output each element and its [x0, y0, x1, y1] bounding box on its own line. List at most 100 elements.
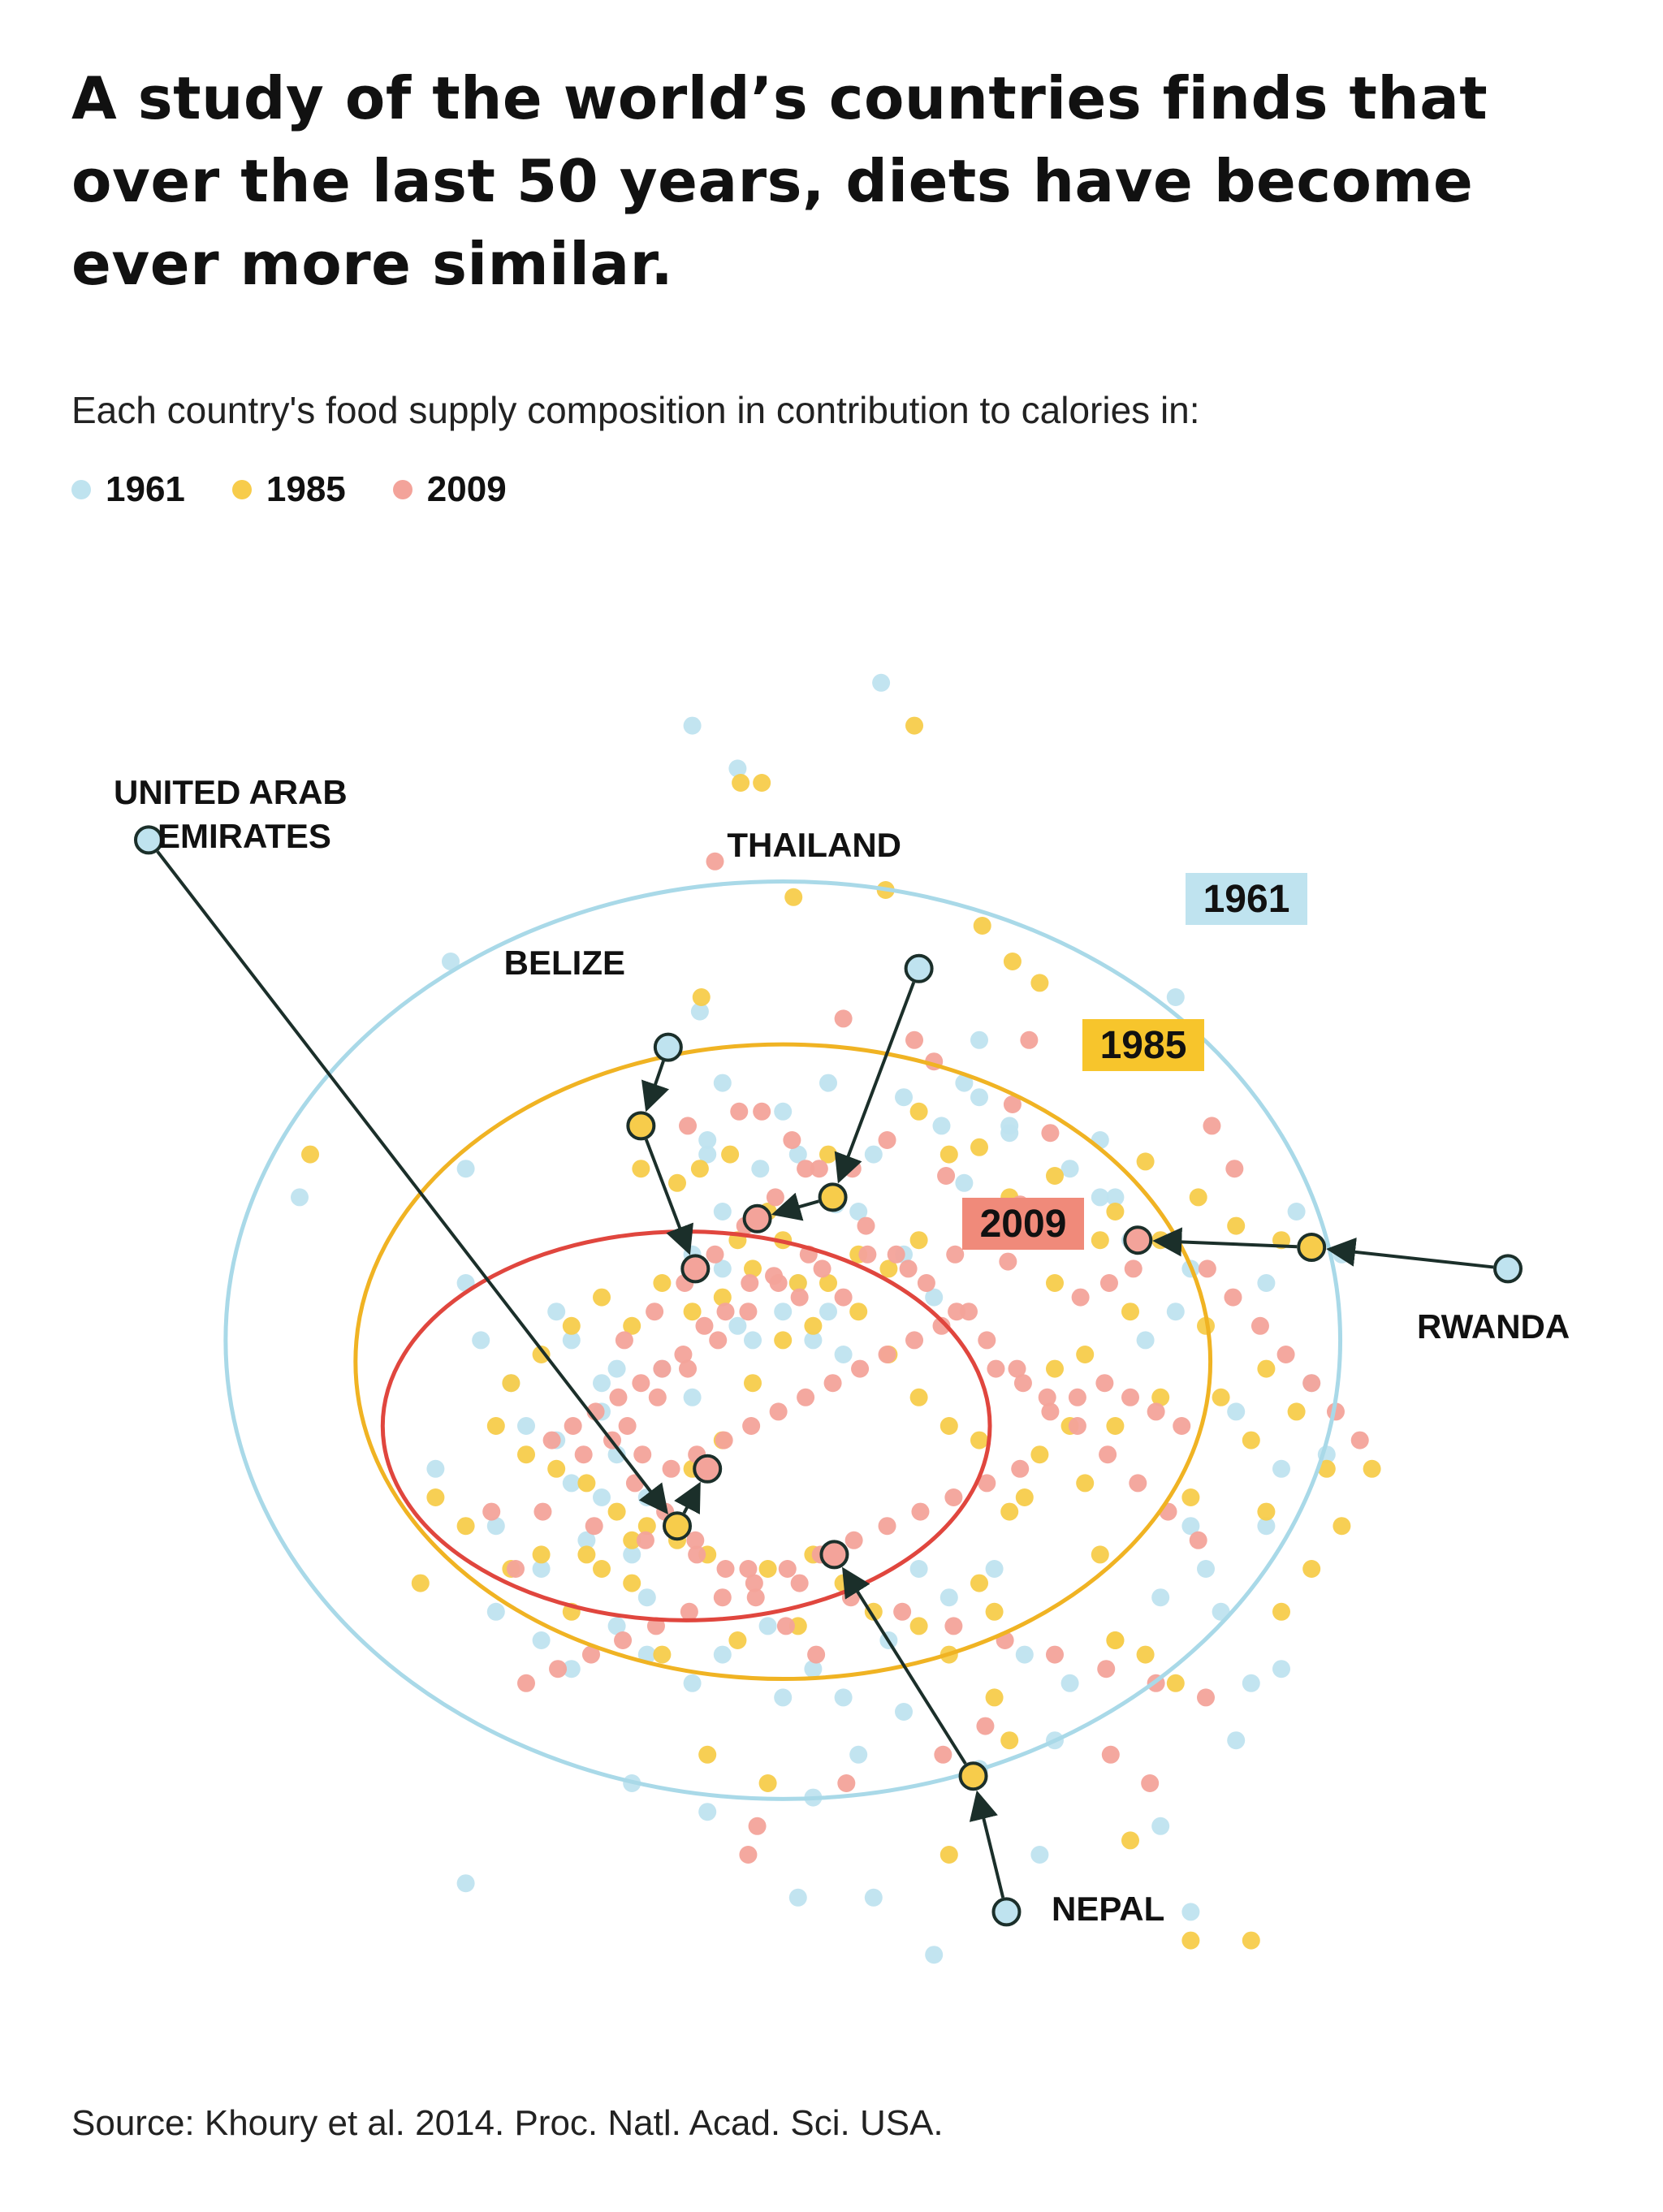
arrow-nepal-1961-1985 — [969, 1790, 1005, 1899]
point-2009-61 — [1173, 1417, 1191, 1435]
point-2009-134 — [739, 1303, 758, 1321]
point-1985-105 — [970, 1431, 988, 1449]
point-1985-36 — [593, 1288, 611, 1307]
point-2009-104 — [934, 1745, 952, 1764]
point-2009-113 — [706, 1245, 724, 1264]
point-1961-85 — [925, 1946, 944, 1964]
point-1961-9 — [698, 1145, 717, 1164]
point-1985-95 — [744, 1374, 762, 1393]
point-layer — [291, 673, 1381, 1964]
point-1961-44 — [562, 1474, 581, 1493]
point-2009-96 — [893, 1602, 912, 1621]
point-1961-74 — [1242, 1674, 1260, 1692]
marker-belize-1961 — [653, 1032, 683, 1062]
point-2009-58 — [1095, 1374, 1114, 1393]
point-2009-111 — [646, 1303, 664, 1321]
point-1985-49 — [593, 1560, 611, 1578]
point-2009-6 — [1041, 1124, 1060, 1143]
source-note: Source: Khoury et al. 2014. Proc. Natl. … — [71, 2103, 944, 2143]
point-1985-34 — [653, 1274, 672, 1292]
point-1961-66 — [985, 1560, 1004, 1578]
point-2009-133 — [709, 1331, 728, 1350]
point-1961-104 — [774, 1303, 793, 1321]
point-1985-44 — [607, 1502, 626, 1521]
point-2009-2 — [1020, 1030, 1039, 1049]
point-1961-35 — [1181, 1517, 1200, 1536]
point-2009-64 — [1250, 1316, 1269, 1335]
point-2009-68 — [1350, 1431, 1369, 1449]
point-1985-63 — [1076, 1474, 1095, 1493]
point-2009-33 — [653, 1359, 672, 1378]
point-1961-11 — [1060, 1160, 1079, 1178]
point-1985-92 — [532, 1545, 551, 1564]
point-2009-73 — [944, 1488, 963, 1506]
point-1961-70 — [1151, 1588, 1170, 1607]
marker-thailand-1985 — [818, 1182, 848, 1212]
point-1985-72 — [1272, 1602, 1290, 1621]
point-2009-3 — [905, 1030, 924, 1049]
point-1985-73 — [1302, 1560, 1321, 1578]
point-1985-8 — [692, 988, 711, 1006]
point-1985-43 — [577, 1474, 596, 1493]
point-1985-103 — [909, 1388, 928, 1406]
arrow-united-arab-emirates-1985-2009 — [674, 1481, 701, 1514]
arrow-thailand-1961-1985 — [834, 981, 916, 1184]
point-2009-66 — [1302, 1374, 1321, 1393]
ring-1961 — [223, 879, 1343, 1801]
point-2009-79 — [745, 1574, 763, 1592]
point-1985-115 — [1363, 1459, 1381, 1478]
point-1961-10 — [864, 1145, 883, 1164]
point-2009-0 — [706, 852, 724, 871]
legend-swatch-1985 — [231, 480, 252, 499]
point-1961-94 — [774, 1102, 793, 1121]
point-1985-118 — [1121, 1303, 1139, 1321]
point-1961-102 — [728, 1316, 747, 1335]
point-1985-66 — [1136, 1645, 1155, 1664]
point-2009-140 — [716, 1560, 735, 1578]
point-2009-25 — [834, 1288, 853, 1307]
point-1985-48 — [577, 1545, 596, 1564]
point-2009-19 — [1099, 1274, 1118, 1292]
ring-1985 — [353, 1042, 1213, 1682]
country-thailand: THAILAND — [727, 826, 934, 1233]
point-1985-101 — [849, 1303, 868, 1321]
point-1961-58 — [683, 1674, 702, 1692]
point-1985-33 — [683, 1303, 702, 1321]
point-2009-107 — [739, 1846, 758, 1864]
point-2009-69 — [1203, 1117, 1221, 1135]
point-2009-10 — [783, 1131, 801, 1149]
point-2009-142 — [776, 1617, 795, 1635]
point-1985-51 — [758, 1560, 777, 1578]
point-2009-139 — [686, 1531, 705, 1549]
point-1961-1 — [683, 716, 702, 735]
point-1961-72 — [1257, 1517, 1276, 1536]
point-1961-57 — [637, 1645, 656, 1664]
point-1961-81 — [698, 1803, 717, 1821]
point-2009-80 — [713, 1588, 732, 1607]
point-2009-8 — [730, 1102, 749, 1121]
point-1961-87 — [1151, 1817, 1170, 1835]
point-2009-46 — [769, 1402, 788, 1421]
point-2009-31 — [695, 1316, 714, 1335]
point-1985-20 — [1136, 1152, 1155, 1171]
point-2009-57 — [1068, 1388, 1086, 1406]
point-2009-91 — [636, 1531, 654, 1549]
marker-nepal-2009 — [819, 1540, 849, 1570]
point-1961-7 — [456, 1160, 475, 1178]
point-2009-70 — [1225, 1160, 1244, 1178]
point-1961-108 — [834, 1346, 853, 1363]
point-1961-8 — [291, 1188, 309, 1207]
chart-subtitle: Each country's food supply composition i… — [71, 389, 1200, 431]
point-2009-126 — [1099, 1445, 1117, 1464]
point-1961-24 — [925, 1288, 944, 1307]
point-2009-132 — [679, 1359, 698, 1378]
point-2009-48 — [823, 1374, 842, 1393]
point-1985-71 — [1257, 1502, 1276, 1521]
point-1961-107 — [819, 1303, 837, 1321]
point-1985-82 — [1000, 1731, 1019, 1750]
point-1961-27 — [1257, 1274, 1276, 1292]
point-1985-26 — [909, 1231, 928, 1250]
point-2009-44 — [715, 1431, 733, 1449]
point-1985-60 — [1030, 1445, 1049, 1464]
arrow-united-arab-emirates-1961-1985 — [156, 850, 669, 1514]
